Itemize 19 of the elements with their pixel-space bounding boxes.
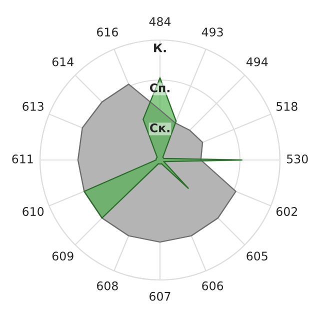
- spoke-label: 530: [287, 154, 308, 164]
- spoke-label: 606: [202, 281, 224, 290]
- y-tick-label: Сп.: [150, 83, 170, 92]
- spoke-label: 608: [96, 281, 118, 290]
- spoke-label: 610: [22, 207, 44, 216]
- spoke-label: 494: [246, 57, 268, 66]
- spoke-label: 484: [149, 17, 171, 26]
- spoke-label: 611: [12, 154, 33, 164]
- y-tick-label: К.: [154, 44, 166, 52]
- spoke-label: 613: [22, 102, 44, 111]
- y-tick-label: Ск.: [150, 123, 170, 132]
- spoke-label: 602: [276, 207, 297, 216]
- spoke-label: 605: [246, 252, 268, 261]
- spoke-label: 607: [150, 292, 170, 301]
- spoke-label: 609: [52, 252, 74, 261]
- spoke-label: 518: [276, 102, 298, 111]
- spoke-label: 493: [202, 28, 223, 37]
- spoke-label: 616: [96, 28, 118, 37]
- spoke-label: 614: [52, 57, 74, 66]
